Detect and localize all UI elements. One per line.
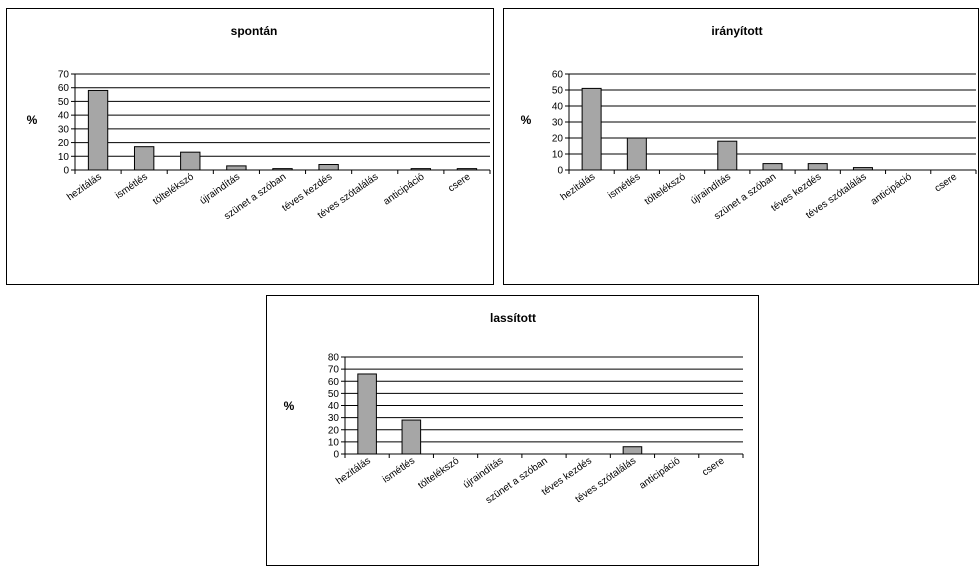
- category-label-anticipacio: anticipáció: [637, 455, 682, 491]
- bar-ismetles: [401, 419, 422, 455]
- bar-hezitalas: [581, 87, 602, 171]
- category-label-anticipacio: anticipáció: [382, 171, 427, 207]
- y-tick-label-60: 60: [328, 377, 340, 388]
- y-tick-label-20: 20: [552, 134, 564, 145]
- category-label-csere: csere: [700, 455, 727, 478]
- bar-ujrainditas: [717, 140, 738, 171]
- bar-teves-kezdes: [318, 164, 339, 171]
- y-tick-label-70: 70: [58, 70, 70, 81]
- y-tick-label-0: 0: [63, 166, 69, 177]
- y-axis-label: %: [284, 399, 295, 413]
- chart-title: irányított: [711, 24, 762, 38]
- y-tick-label-20: 20: [58, 138, 70, 149]
- category-label-csere: csere: [933, 171, 960, 194]
- category-label-ismetles: ismétlés: [381, 455, 417, 485]
- y-tick-label-30: 30: [328, 413, 340, 424]
- y-tick-label-40: 40: [328, 401, 340, 412]
- y-tick-label-80: 80: [328, 353, 340, 364]
- y-tick-label-40: 40: [552, 102, 564, 113]
- bar-hezitalas: [357, 373, 377, 455]
- category-label-toltelekszo: töltelékszó: [151, 171, 196, 207]
- bar-ismetles: [133, 146, 155, 171]
- y-tick-label-10: 10: [58, 152, 70, 163]
- y-tick-label-60: 60: [58, 83, 70, 94]
- y-tick-label-50: 50: [552, 86, 564, 97]
- y-axis-label: %: [521, 113, 532, 127]
- bar-toltelekszo: [180, 151, 201, 171]
- chart-iranyitott: irányított% 0 10 20 30 40 50 60 hezitálás ismétlé…: [521, 24, 977, 222]
- bar-szunet-a-szoban: [762, 163, 783, 171]
- y-tick-label-20: 20: [328, 425, 340, 436]
- y-tick-label-0: 0: [333, 450, 339, 461]
- bar-szunet-a-szoban: [272, 168, 293, 171]
- y-axis-label: %: [27, 113, 38, 127]
- category-label-hezitalas: hezitálás: [559, 171, 598, 203]
- category-label-csere: csere: [446, 171, 473, 194]
- y-tick-label-30: 30: [58, 124, 70, 135]
- chart-panel-lassitott: lassított% 0 10 20 30 40 50 60 70 80 hezitálás ismé…: [266, 295, 759, 566]
- y-tick-label-0: 0: [557, 166, 563, 177]
- y-tick-label-10: 10: [328, 437, 340, 448]
- category-label-ujrainditas: újraindítás: [198, 171, 242, 206]
- category-label-ismetles: ismétlés: [606, 171, 642, 201]
- chart-title: lassított: [490, 311, 536, 325]
- y-tick-label-50: 50: [328, 389, 340, 400]
- category-label-toltelekszo: töltelékszó: [416, 455, 461, 491]
- category-label-hezitalas: hezitálás: [65, 171, 104, 203]
- bar-csere: [456, 168, 478, 171]
- category-label-anticipacio: anticipáció: [869, 171, 914, 207]
- category-label-hezitalas: hezitálás: [334, 455, 373, 487]
- y-tick-label-70: 70: [328, 365, 340, 376]
- category-label-toltelekszo: töltelékszó: [643, 171, 688, 207]
- chart-panel-spontan: spontán% 0 10 20 30 40 50 60 70 hezitálás ismétlés…: [6, 8, 494, 285]
- bar-teves-kezdes: [807, 163, 828, 171]
- category-label-ismetles: ismétlés: [114, 171, 150, 201]
- y-tick-label-60: 60: [552, 70, 564, 81]
- bar-hezitalas: [87, 89, 109, 171]
- y-tick-label-40: 40: [58, 111, 70, 122]
- bar-anticipacio: [410, 168, 432, 171]
- chart-title: spontán: [231, 24, 278, 38]
- bar-teves-szotalalas: [852, 167, 873, 171]
- chart-panel-iranyitott: irányított% 0 10 20 30 40 50 60 hezitálás ismétlé…: [503, 8, 979, 285]
- bar-teves-szotalalas: [622, 446, 643, 455]
- y-tick-label-50: 50: [58, 97, 70, 108]
- bar-ismetles: [626, 137, 647, 171]
- chart-spontan: spontán% 0 10 20 30 40 50 60 70 hezitálás ismétlés…: [27, 24, 491, 222]
- y-tick-label-10: 10: [552, 150, 564, 161]
- y-tick-label-30: 30: [552, 118, 564, 129]
- bar-ujrainditas: [226, 165, 247, 171]
- category-label-ujrainditas: újraindítás: [689, 171, 733, 206]
